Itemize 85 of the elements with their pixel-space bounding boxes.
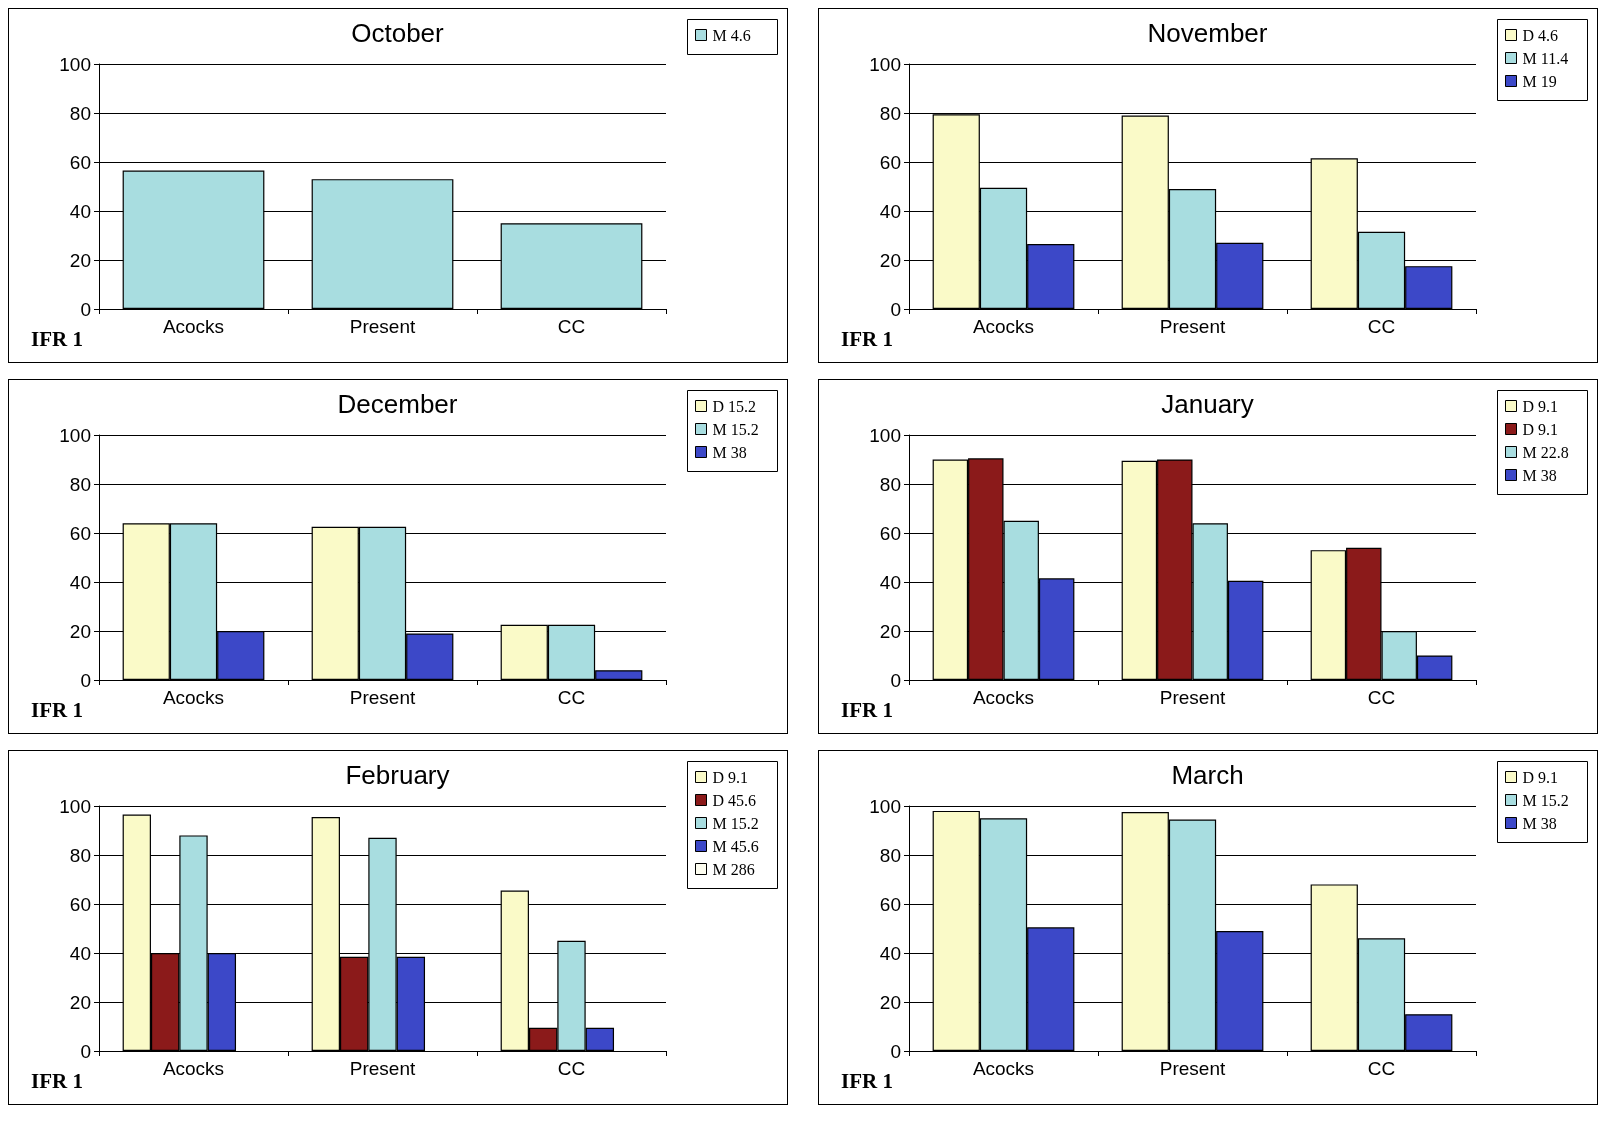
y-tick-label: 60 <box>879 151 901 173</box>
chart-title: February <box>345 760 450 790</box>
legend-label: D 9.1 <box>1522 769 1559 786</box>
y-tick-label: 60 <box>69 522 91 544</box>
x-tick-label: Acocks <box>972 1058 1035 1079</box>
chart-title: March <box>1171 760 1244 790</box>
legend-label: M 11.4 <box>1522 50 1569 67</box>
legend-label: M 38 <box>712 444 747 461</box>
y-tick-label: 60 <box>879 522 901 544</box>
legend-label: D 9.1 <box>1522 398 1559 415</box>
x-tick-label: Acocks <box>162 1058 225 1079</box>
x-tick-label: CC <box>1367 1058 1396 1079</box>
y-tick-label: 20 <box>69 620 91 642</box>
y-tick-label: 40 <box>69 942 91 964</box>
chart-title: January <box>1161 389 1254 419</box>
y-tick-label: 80 <box>69 844 91 866</box>
y-tick-label: 0 <box>890 298 901 320</box>
y-tick-label: 0 <box>80 1040 91 1062</box>
x-tick-label: CC <box>557 1058 586 1079</box>
legend-label: D 45.6 <box>712 792 757 809</box>
x-tick-label: Acocks <box>972 687 1035 708</box>
y-tick-label: 80 <box>879 102 901 124</box>
legend-label: M 45.6 <box>712 838 759 855</box>
legend-label: D 15.2 <box>712 398 757 415</box>
y-tick-label: 40 <box>879 942 901 964</box>
y-tick-label: 0 <box>80 298 91 320</box>
text: IFR 1 <box>31 326 83 351</box>
x-tick-label: Acocks <box>972 316 1035 337</box>
y-tick-label: 60 <box>879 893 901 915</box>
x-tick-label: CC <box>1367 687 1396 708</box>
y-tick-label: 40 <box>69 571 91 593</box>
text: IFR 1 <box>841 326 893 351</box>
legend-label: M 15.2 <box>712 421 759 438</box>
chart-title: December <box>337 389 458 419</box>
y-tick-label: 0 <box>890 669 901 691</box>
y-tick-label: 40 <box>879 571 901 593</box>
x-tick-label: Present <box>1159 1058 1226 1079</box>
x-tick-label: Present <box>349 316 416 337</box>
text: IFR 1 <box>841 1068 893 1093</box>
y-tick-label: 40 <box>879 200 901 222</box>
y-tick-label: 100 <box>869 53 901 75</box>
y-tick-label: 80 <box>879 473 901 495</box>
text: IFR 1 <box>31 697 83 722</box>
text: IFR 1 <box>841 697 893 722</box>
y-tick-label: 60 <box>69 151 91 173</box>
legend-label: M 19 <box>1522 73 1557 90</box>
legend-label: D 9.1 <box>1522 421 1559 438</box>
legend-label: M 38 <box>1522 815 1557 832</box>
y-tick-label: 60 <box>69 893 91 915</box>
y-tick-label: 80 <box>69 102 91 124</box>
legend-label: M 15.2 <box>712 815 759 832</box>
x-tick-label: Present <box>1159 687 1226 708</box>
y-tick-label: 80 <box>879 844 901 866</box>
chart-title: October <box>351 18 445 48</box>
y-tick-label: 100 <box>869 424 901 446</box>
y-tick-label: 20 <box>879 991 901 1013</box>
x-tick-label: Acocks <box>162 687 225 708</box>
y-tick-label: 20 <box>879 620 901 642</box>
x-tick-label: CC <box>1367 316 1396 337</box>
y-tick-label: 100 <box>59 53 91 75</box>
y-tick-label: 0 <box>80 669 91 691</box>
y-tick-label: 100 <box>59 424 91 446</box>
y-tick-label: 100 <box>869 795 901 817</box>
legend-label: M 286 <box>712 861 755 878</box>
legend-label: M 15.2 <box>1522 792 1569 809</box>
y-tick-label: 100 <box>59 795 91 817</box>
chart-title: November <box>1147 18 1268 48</box>
legend-label: M 38 <box>1522 467 1557 484</box>
x-tick-label: Acocks <box>162 316 225 337</box>
legend-label: D 4.6 <box>1522 27 1559 44</box>
text: IFR 1 <box>31 1068 83 1093</box>
legend-label: M 4.6 <box>712 27 751 44</box>
x-tick-label: Present <box>1159 316 1226 337</box>
x-tick-label: CC <box>557 316 586 337</box>
y-tick-label: 40 <box>69 200 91 222</box>
x-tick-label: Present <box>349 687 416 708</box>
legend-label: D 9.1 <box>712 769 749 786</box>
y-tick-label: 20 <box>69 249 91 271</box>
x-tick-label: CC <box>557 687 586 708</box>
x-tick-label: Present <box>349 1058 416 1079</box>
y-tick-label: 20 <box>879 249 901 271</box>
y-tick-label: 0 <box>890 1040 901 1062</box>
legend-label: M 22.8 <box>1522 444 1569 461</box>
y-tick-label: 20 <box>69 991 91 1013</box>
y-tick-label: 80 <box>69 473 91 495</box>
